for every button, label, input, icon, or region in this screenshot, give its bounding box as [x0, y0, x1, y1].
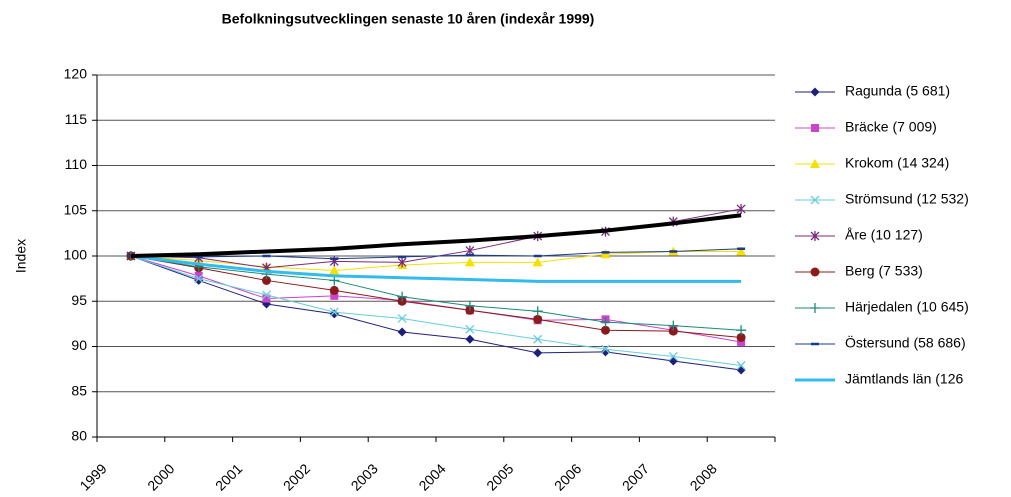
- marker: [262, 290, 271, 300]
- series-line: [130, 255, 742, 367]
- marker: [810, 231, 820, 241]
- marker: [600, 317, 611, 328]
- y-tick-label: 80: [71, 428, 87, 444]
- marker: [736, 361, 746, 370]
- series-line: [130, 213, 742, 258]
- chart-title: Befolkningsutvecklingen senaste 10 åren …: [222, 11, 595, 27]
- marker: [810, 195, 820, 205]
- legend-label: Berg (7 533): [845, 263, 923, 279]
- marker: [811, 124, 819, 132]
- marker: [810, 159, 820, 168]
- marker: [736, 325, 747, 336]
- marker: [736, 203, 746, 214]
- x-tick-label: 1999: [76, 460, 109, 493]
- series-line: [130, 255, 742, 331]
- marker: [464, 300, 475, 311]
- marker: [465, 334, 475, 344]
- series-line: [130, 250, 742, 271]
- series-line: [130, 255, 742, 338]
- marker: [464, 257, 475, 267]
- marker: [736, 246, 747, 256]
- marker: [397, 327, 407, 337]
- legend-label: Härjedalen (10 645): [845, 299, 969, 315]
- x-tick-label: 2006: [551, 460, 584, 493]
- legend-label: Bräcke (7 009): [845, 119, 937, 135]
- marker: [262, 294, 271, 303]
- series-line: [130, 208, 742, 269]
- y-axis-label: Index: [13, 239, 29, 273]
- x-tick-label: 2002: [280, 460, 313, 493]
- x-tick-label: 2001: [212, 460, 245, 493]
- legend-label: Östersund (58 686): [845, 334, 966, 351]
- marker: [810, 267, 820, 277]
- x-tick-label: 2005: [483, 460, 516, 493]
- marker: [194, 274, 204, 284]
- marker: [533, 334, 543, 344]
- y-tick-label: 105: [64, 201, 88, 217]
- marker: [736, 365, 746, 375]
- legend-label: Strömsund (12 532): [845, 191, 969, 207]
- marker: [262, 275, 271, 285]
- x-tick-label: 2004: [415, 460, 448, 493]
- marker: [601, 344, 610, 354]
- marker: [532, 257, 543, 267]
- marker: [601, 325, 610, 335]
- marker: [668, 351, 678, 361]
- legend-label: Krokom (14 324): [845, 155, 949, 171]
- marker: [668, 320, 679, 331]
- marker: [397, 291, 408, 302]
- marker: [330, 291, 339, 300]
- series-line: [130, 254, 742, 283]
- marker: [329, 309, 339, 319]
- marker: [465, 324, 475, 334]
- marker: [810, 87, 820, 97]
- x-tick-label: 2000: [144, 460, 177, 493]
- y-tick-label: 95: [71, 292, 87, 308]
- marker: [668, 356, 678, 366]
- marker: [397, 257, 407, 268]
- marker: [736, 332, 746, 342]
- x-tick-label: 2007: [619, 460, 652, 493]
- marker: [329, 307, 339, 317]
- y-tick-label: 120: [64, 66, 88, 82]
- marker: [533, 314, 543, 324]
- marker: [600, 249, 611, 259]
- x-tick-label: 2003: [348, 460, 381, 493]
- marker: [329, 265, 340, 275]
- y-tick-label: 85: [71, 382, 87, 398]
- marker: [532, 306, 543, 317]
- marker: [194, 271, 203, 280]
- marker: [329, 285, 339, 295]
- x-tick-label: 2008: [687, 460, 720, 493]
- marker: [533, 348, 543, 358]
- legend-label: Jämtlands län (126: [845, 371, 964, 387]
- marker: [737, 337, 746, 346]
- series-line: [130, 255, 742, 371]
- y-tick-label: 90: [71, 337, 87, 353]
- marker: [668, 326, 678, 336]
- y-tick-label: 100: [64, 247, 88, 263]
- marker: [810, 303, 820, 313]
- legend-label: Ragunda (5 681): [845, 83, 950, 99]
- marker: [397, 313, 407, 323]
- legend-label: Åre (10 127): [845, 227, 923, 243]
- y-tick-label: 110: [65, 156, 88, 172]
- series-line: [130, 248, 742, 260]
- y-tick-label: 115: [65, 111, 88, 127]
